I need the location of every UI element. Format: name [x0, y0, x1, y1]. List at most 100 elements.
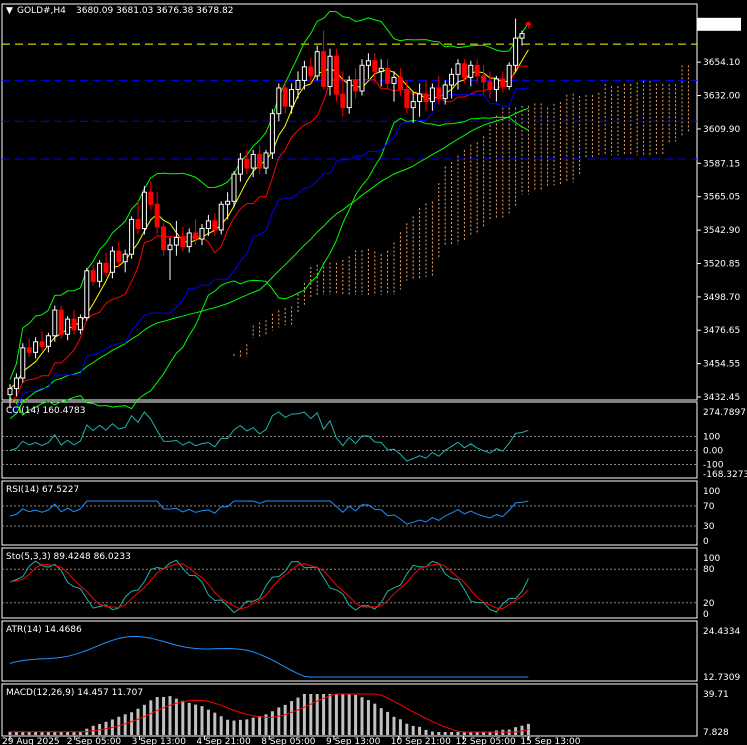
macd-histogram-bar	[520, 725, 524, 735]
stochastic-main-line	[9, 559, 529, 614]
candle-body	[391, 76, 397, 84]
candle-body	[417, 93, 423, 103]
macd-histogram-bar	[21, 731, 25, 735]
candle-body	[20, 347, 26, 379]
price-tick-label: 3520.85	[703, 259, 740, 269]
candle-body	[103, 262, 109, 273]
candle-body	[13, 377, 19, 390]
macd-histogram-bar	[302, 694, 306, 735]
macd-histogram-bar	[283, 704, 287, 735]
indicator-panel-frame	[1, 401, 698, 479]
indicator-tick-label: 80	[703, 565, 715, 575]
indicator-tick-label: 30	[703, 522, 715, 532]
macd-histogram-bar	[475, 732, 479, 735]
macd-histogram-bar	[59, 731, 63, 735]
indicator-tick-label: 12.7309	[703, 673, 740, 683]
macd-histogram-bar	[482, 732, 486, 735]
macd-histogram-bar	[277, 707, 281, 735]
main-panel-frame	[1, 3, 698, 401]
indicator-tick-label: 0	[703, 537, 709, 547]
header-triangle: ▼	[6, 6, 13, 16]
candle-body	[276, 87, 282, 115]
price-tick-label: 3632.00	[703, 92, 740, 102]
candle-body	[97, 262, 103, 282]
macd-histogram-bar	[238, 719, 242, 735]
candle-body	[461, 63, 467, 78]
indicator-tick-label: 0.00	[703, 446, 723, 456]
candle-body	[225, 200, 231, 205]
candle-body	[135, 218, 141, 229]
macd-histogram-bar	[379, 708, 383, 735]
candle-body	[365, 60, 371, 66]
candle-body	[109, 250, 115, 273]
indicator-tick-label: -100	[703, 460, 724, 470]
candle-body	[39, 341, 45, 347]
macd-histogram-bar	[322, 694, 326, 735]
macd-histogram-bar	[354, 694, 358, 735]
price-tick-label: 3498.70	[703, 293, 740, 303]
macd-histogram-bar	[373, 703, 377, 735]
candle-body	[404, 88, 410, 109]
macd-histogram-bar	[149, 700, 153, 735]
macd-signal-line	[10, 693, 529, 733]
macd-histogram-bar	[251, 717, 255, 735]
upper-band-line	[9, 10, 529, 380]
macd-histogram-bar	[469, 732, 473, 735]
macd-histogram-bar	[462, 732, 466, 735]
macd-histogram-bar	[437, 732, 441, 735]
candle-body	[429, 87, 435, 103]
candle-body	[327, 55, 333, 87]
candle-body	[71, 318, 77, 331]
fast-ma-line	[9, 49, 529, 389]
macd-histogram-bar	[14, 731, 18, 735]
current-price-box	[697, 17, 741, 31]
indicator-tick-label: 70	[703, 502, 715, 512]
macd-histogram-bar	[418, 726, 422, 735]
indicator-tick-label: 0	[703, 610, 709, 620]
candle-body	[493, 78, 499, 90]
macd-histogram-bar	[168, 696, 172, 735]
indicator-panel-frame	[1, 620, 698, 682]
macd-histogram-bar	[424, 729, 428, 735]
macd-histogram-bar	[40, 731, 44, 735]
macd-histogram-bar	[494, 730, 498, 735]
price-tick-label: 3609.90	[703, 125, 740, 135]
macd-histogram-bar	[290, 701, 294, 735]
candle-body	[372, 60, 378, 72]
time-tick-label: 12 Sep 05:00	[456, 737, 516, 745]
macd-histogram-bar	[392, 716, 396, 735]
indicator-title: RSI(14) 67.5227	[6, 485, 79, 495]
candle-body	[314, 51, 320, 77]
candle-body	[212, 220, 218, 231]
candle-body	[289, 88, 295, 107]
macd-histogram-bar	[136, 708, 140, 735]
candle-body	[141, 191, 147, 229]
current-price-label: 3678.82	[701, 21, 738, 31]
candle-body	[218, 203, 224, 231]
macd-histogram-bar	[200, 706, 204, 735]
macd-histogram-bar	[488, 731, 492, 735]
candle-body	[423, 93, 429, 103]
candle-body	[513, 37, 519, 66]
candle-body	[180, 237, 186, 248]
candle-body	[506, 64, 512, 87]
macd-histogram-bar	[526, 723, 530, 735]
macd-histogram-bar	[142, 704, 146, 735]
macd-histogram-bar	[328, 694, 332, 735]
macd-histogram-bar	[405, 723, 409, 735]
time-tick-label: 4 Sep 21:00	[196, 737, 251, 745]
macd-histogram-bar	[360, 697, 364, 735]
indicator-panel-frame	[1, 547, 698, 619]
tenkan-line	[9, 65, 529, 403]
candle-body	[45, 335, 51, 347]
price-tick-label: 3542.90	[703, 226, 740, 236]
macd-histogram-bar	[66, 731, 70, 735]
candle-body	[500, 78, 506, 87]
candle-body	[385, 67, 391, 84]
time-tick-label: 2 Sep 05:00	[67, 737, 122, 745]
candle-body	[333, 55, 339, 95]
price-tick-label: 3476.65	[703, 326, 740, 336]
time-tick-label: 29 Aug 2025	[2, 737, 60, 745]
candle-body	[455, 63, 461, 75]
